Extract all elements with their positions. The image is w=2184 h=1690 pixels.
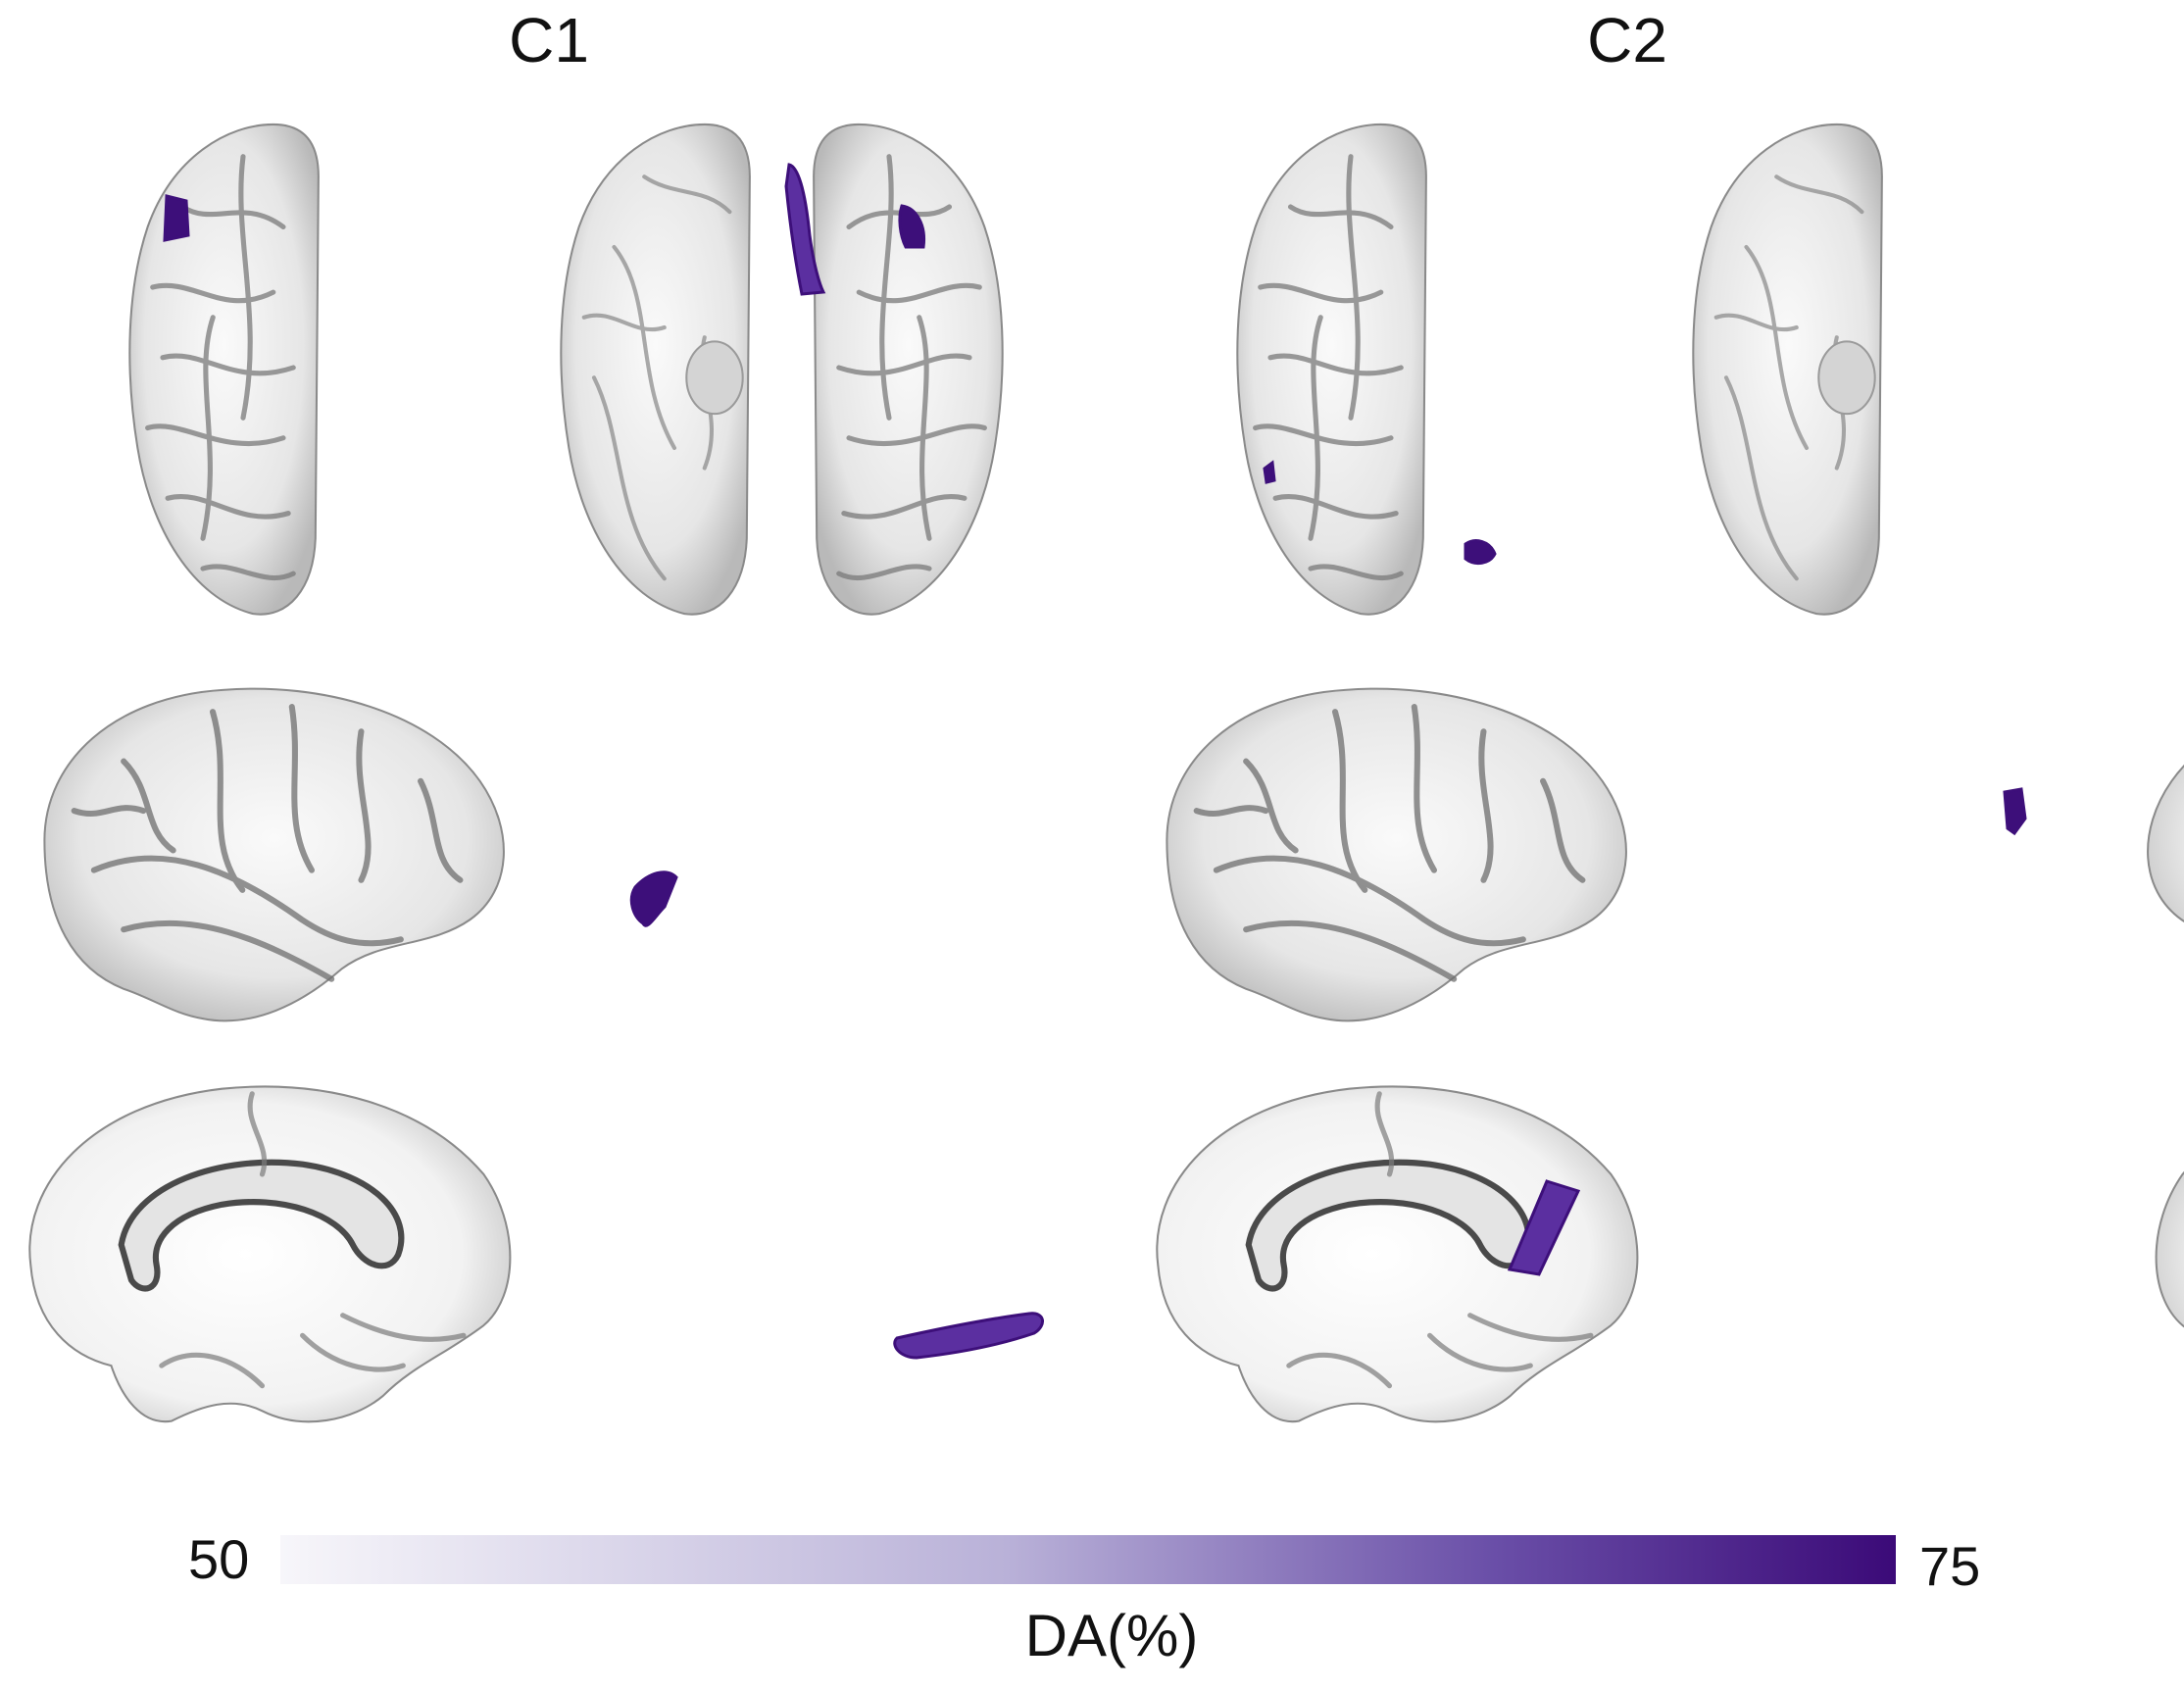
c2-lateral-left-view: [1166, 689, 1626, 1021]
c1-region-left-frontal: [163, 194, 190, 242]
colorbar-max-label: 75: [1919, 1535, 1981, 1597]
brain-figure: [0, 0, 2184, 1529]
c1-region-medial-temporal: [893, 1312, 1044, 1360]
c2-region-left-lateral-small: [1263, 460, 1276, 484]
c1-lateral-left-view: [44, 689, 504, 1021]
c1-lateral-right-view: [2148, 689, 2184, 1021]
colorbar-min-label: 50: [188, 1528, 250, 1590]
c1-region-orbitofrontal: [784, 163, 826, 296]
c1-medial-right-view: [2157, 1087, 2184, 1422]
panel-title-c1: C1: [509, 5, 589, 75]
c1-region-insula: [629, 870, 678, 927]
c1-medial-left-view: [29, 1087, 510, 1422]
colorbar-title: DA(%): [1024, 1603, 1199, 1668]
c2-medial-left-view: [1157, 1087, 1637, 1422]
c1-region-right-lateral-frontal: [898, 204, 926, 249]
c2-region-parietal: [2003, 787, 2027, 836]
c2-region-occipital: [1464, 539, 1497, 566]
panel-title-c2: C2: [1587, 5, 1667, 75]
colorbar: [280, 1535, 1896, 1584]
c2-inferior-view: [1693, 124, 2184, 615]
c2-region-precuneus: [1507, 1179, 1581, 1276]
